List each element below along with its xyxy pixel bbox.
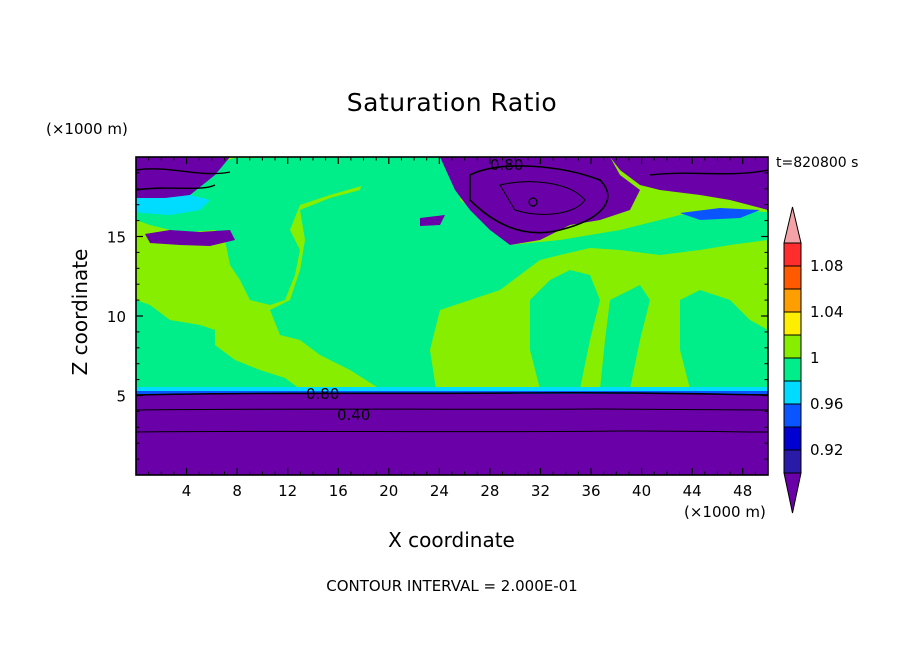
field-region-purple: [610, 157, 768, 210]
field-region-teal: [136, 300, 300, 389]
colorbar-swatch: [783, 288, 802, 313]
contour-label: 0.80: [306, 385, 339, 403]
contour-label: 0.40: [337, 406, 370, 424]
x-tick-label: 40: [632, 482, 651, 500]
x-tick-label: 8: [232, 482, 242, 500]
y-axis-unit: (×1000 m): [46, 120, 128, 138]
chart-title: Saturation Ratio: [346, 88, 558, 117]
field-region-teal: [530, 270, 600, 389]
field-region-teal: [600, 285, 650, 389]
x-axis-unit: (×1000 m): [684, 503, 766, 521]
colorbar-swatch: [783, 311, 802, 336]
heatmap-field: [136, 157, 768, 475]
colorbar-swatch: [783, 242, 802, 267]
colorbar-swatch: [783, 357, 802, 382]
y-tick-label: 15: [107, 229, 126, 247]
colorbar-swatch: [783, 403, 802, 428]
field-region-teal: [270, 157, 768, 389]
y-tick-label: 10: [107, 308, 126, 326]
x-tick-label: 16: [329, 482, 348, 500]
field-region-purple: [145, 230, 235, 246]
x-axis-ticks: 4 8 12 16 20 24 28 32 36 40 44 48: [148, 157, 756, 500]
colorbar-lower-arrow: [783, 472, 802, 514]
contour-lines: [135, 165, 769, 433]
colorbar-swatch: [783, 265, 802, 290]
contour-line: [135, 430, 769, 433]
x-tick-label: 28: [480, 482, 499, 500]
x-tick-label: 24: [430, 482, 449, 500]
colorbar-label: 0.92: [810, 441, 843, 459]
contour-line: [135, 168, 231, 175]
contour-line: [528, 197, 538, 207]
colorbar-swatch: [783, 380, 802, 405]
field-region-purple: [440, 157, 640, 245]
colorbar-swatch: [783, 449, 802, 474]
contour-interval-note: CONTOUR INTERVAL = 2.000E-01: [326, 577, 578, 595]
x-axis-label: X coordinate: [388, 528, 515, 552]
x-tick-label: 36: [581, 482, 600, 500]
contour-line: [135, 391, 769, 396]
field-region-purple: [136, 157, 230, 200]
field-region-teal: [136, 157, 370, 305]
x-tick-label: 32: [531, 482, 550, 500]
contour-line: [469, 165, 609, 234]
field-region-cyan: [136, 195, 210, 215]
colorbar-label: 1.04: [810, 303, 843, 321]
contour-line: [135, 408, 769, 411]
field-region-purple: [420, 215, 445, 226]
y-tick-label: 5: [116, 388, 126, 406]
colorbar-label: 0.96: [810, 395, 843, 413]
x-tick-label: 4: [182, 482, 192, 500]
x-tick-label: 12: [278, 482, 297, 500]
colorbar: 1.08 1.04 1 0.96 0.92: [783, 206, 843, 514]
field-region-teal: [680, 290, 768, 389]
x-tick-label: 44: [683, 482, 702, 500]
contour-line: [499, 181, 586, 215]
y-axis-ticks: 5 10 15: [107, 172, 768, 460]
x-tick-label: 20: [379, 482, 398, 500]
time-label: t=820800 s: [776, 155, 859, 171]
field-region-blue: [680, 208, 760, 220]
contour-line: [135, 184, 216, 191]
field-region-cyan: [136, 387, 768, 392]
colorbar-swatch: [783, 426, 802, 451]
colorbar-upper-arrow: [783, 206, 802, 244]
colorbar-label: 1.08: [810, 257, 843, 275]
x-tick-label: 48: [733, 482, 752, 500]
contour-line: [649, 169, 769, 176]
contour-label: 0.80: [490, 156, 523, 174]
colorbar-swatch: [783, 334, 802, 359]
colorbar-label: 1: [810, 349, 820, 367]
